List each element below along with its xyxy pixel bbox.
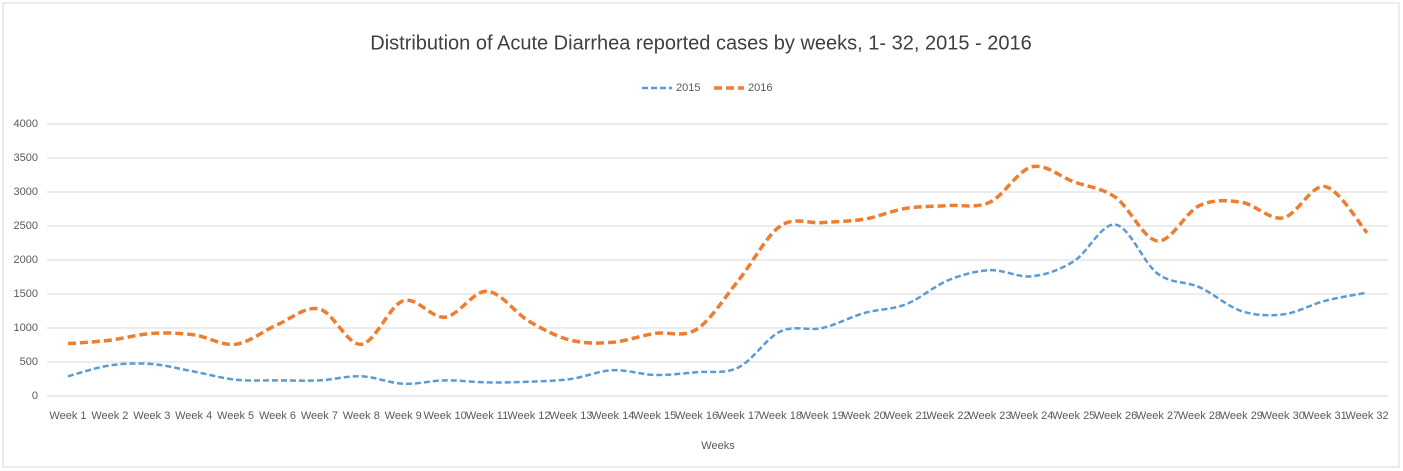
legend-label: 2016 [748,82,772,94]
x-tick-label: Week 1 [49,410,86,422]
x-tick-label: Week 15 [633,410,676,422]
x-tick-label: Week 17 [717,410,760,422]
x-tick-label: Week 24 [1010,410,1053,422]
x-tick-label: Week 6 [259,410,296,422]
y-tick-label: 500 [20,356,38,368]
x-tick-label: Week 27 [1136,410,1179,422]
y-tick-label: 4000 [14,118,38,130]
x-tick-label: Week 18 [759,410,802,422]
y-tick-label: 0 [32,390,38,402]
y-tick-label: 1500 [14,288,38,300]
chart-title: Distribution of Acute Diarrhea reported … [370,32,1031,54]
x-tick-label: Week 16 [675,410,718,422]
x-tick-label: Week 2 [91,410,128,422]
legend-label: 2015 [676,82,700,94]
x-axis-label: Weeks [701,440,735,452]
line-series [67,164,1369,347]
x-tick-label: Week 14 [591,410,634,422]
x-tick-label: Week 19 [801,410,844,422]
x-tick-label: Week 13 [549,410,592,422]
x-tick-label: Week 28 [1178,410,1221,422]
x-tick-label: Week 9 [385,410,422,422]
x-tick-label: Week 29 [1220,410,1263,422]
x-tick-label: Week 23 [968,410,1011,422]
x-tick-label: Week 10 [424,410,467,422]
x-tick-label: Week 22 [926,410,969,422]
y-tick-label: 3000 [14,186,38,198]
x-tick-label: Week 12 [507,410,550,422]
x-tick-label: Week 7 [301,410,338,422]
y-tick-label: 2500 [14,220,38,232]
y-tick-label: 1000 [14,322,38,334]
x-tick-label: Week 20 [843,410,886,422]
x-tick-label: Week 4 [175,410,212,422]
x-tick-label: Week 3 [133,410,170,422]
x-tick-label: Week 30 [1262,410,1305,422]
x-tick-label: Week 31 [1304,410,1347,422]
x-tick-label: Week 32 [1345,410,1388,422]
x-tick-label: Week 26 [1094,410,1137,422]
x-tick-label: Week 8 [343,410,380,422]
x-tick-label: Week 5 [217,410,254,422]
x-tick-label: Week 21 [884,410,927,422]
x-tick-label: Week 25 [1052,410,1095,422]
y-tick-label: 2000 [14,254,38,266]
x-tick-label: Week 11 [466,410,508,422]
line-series [67,223,1368,386]
y-tick-label: 3500 [14,152,38,164]
